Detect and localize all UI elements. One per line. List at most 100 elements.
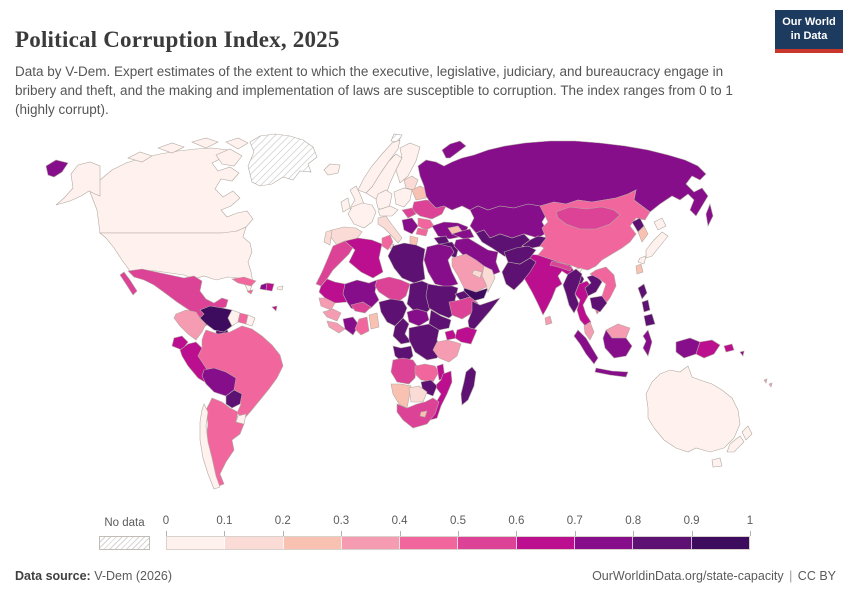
country-mexico[interactable] (119, 271, 138, 296)
country-tunisia[interactable] (381, 234, 394, 251)
legend-segment[interactable] (283, 537, 342, 549)
country-greenland[interactable] (247, 133, 318, 187)
country-philippines[interactable] (643, 313, 656, 327)
country-kenya[interactable] (454, 326, 478, 345)
country-new-zealand[interactable] (726, 435, 745, 453)
country-uganda[interactable] (444, 329, 458, 341)
country-namibia[interactable] (390, 383, 412, 409)
country-united-states-alaska[interactable] (55, 161, 101, 206)
country-philippines[interactable] (641, 299, 651, 313)
country-niger[interactable] (374, 276, 411, 303)
country-svalbard[interactable] (390, 133, 403, 143)
country-fiji[interactable] (768, 382, 773, 388)
country-botswana[interactable] (408, 385, 428, 403)
country-alpine[interactable] (377, 205, 399, 217)
country-hungary[interactable] (401, 207, 417, 219)
country-paraguay[interactable] (225, 389, 243, 409)
country-mexico[interactable] (127, 268, 229, 322)
legend-segment[interactable] (167, 537, 226, 549)
legend-segment[interactable] (400, 537, 459, 549)
country-malaysia[interactable] (583, 321, 595, 341)
country-finland[interactable] (395, 142, 421, 184)
country-poland[interactable] (393, 187, 413, 208)
country-south-africa[interactable] (396, 397, 440, 429)
country-romania[interactable] (417, 217, 435, 231)
country-iceland[interactable] (323, 163, 341, 176)
country-south-korea[interactable] (637, 225, 649, 243)
legend-segment[interactable] (575, 537, 634, 549)
country-angola[interactable] (390, 357, 418, 385)
country-indonesia-papua[interactable] (675, 337, 701, 359)
legend-segment[interactable] (633, 537, 692, 549)
country-taiwan[interactable] (635, 263, 644, 275)
country-papua-new-guinea[interactable] (723, 343, 735, 353)
country-lesotho[interactable] (419, 410, 428, 418)
country-egypt[interactable] (423, 243, 459, 288)
country-central-african-republic[interactable] (406, 308, 430, 327)
owid-logo[interactable]: Our World in Data (775, 10, 843, 53)
country-italy[interactable] (377, 215, 403, 244)
country-sierra-leone-liberia[interactable] (326, 320, 346, 334)
country-canada[interactable] (127, 151, 153, 163)
country-uae[interactable] (471, 269, 483, 279)
country-papua-new-guinea[interactable] (695, 339, 721, 359)
country-philippines[interactable] (637, 283, 648, 300)
country-burkina-faso[interactable] (350, 301, 372, 314)
country-senegal[interactable] (318, 297, 336, 311)
license-link[interactable]: CC BY (797, 569, 836, 583)
country-bulgaria[interactable] (415, 227, 429, 237)
legend-segment[interactable] (516, 537, 576, 549)
country-colombia[interactable] (173, 309, 207, 341)
country-canada[interactable] (225, 137, 249, 150)
country-venezuela[interactable] (199, 305, 233, 333)
country-portugal[interactable] (323, 229, 333, 246)
country-australia[interactable] (645, 365, 741, 453)
country-guinea[interactable] (322, 308, 342, 322)
country-algeria[interactable] (344, 237, 384, 279)
country-togo-benin[interactable] (368, 312, 380, 330)
country-cambodia[interactable] (589, 295, 608, 313)
country-mongolia[interactable] (555, 206, 621, 230)
country-french-guiana[interactable] (245, 314, 256, 327)
country-puerto-rico[interactable] (276, 285, 284, 291)
country-cameroon[interactable] (392, 317, 412, 345)
country-tanzania[interactable] (432, 339, 462, 363)
country-uruguay[interactable] (235, 413, 247, 425)
country-jamaica[interactable] (246, 289, 254, 295)
country-indonesia-sulawesi[interactable] (642, 329, 653, 357)
legend-segment[interactable] (458, 537, 517, 549)
country-indonesia-kalimantan[interactable] (602, 329, 633, 359)
country-ghana[interactable] (354, 316, 370, 336)
country-australia-tasmania[interactable] (711, 457, 723, 468)
country-russia[interactable] (441, 140, 467, 159)
owid-url-link[interactable]: OurWorldinData.org/state-capacity (592, 569, 784, 583)
country-vietnam[interactable] (589, 266, 617, 315)
country-oman[interactable] (481, 265, 496, 293)
country-balkans[interactable] (401, 217, 419, 235)
country-japan[interactable] (645, 231, 669, 259)
country-somalia[interactable] (467, 297, 501, 335)
legend-no-data-swatch[interactable] (99, 536, 150, 550)
legend-segment[interactable] (225, 537, 284, 549)
country-afghanistan[interactable] (503, 245, 537, 265)
country-canada[interactable] (89, 147, 254, 234)
country-iran[interactable] (453, 237, 501, 277)
country-canada[interactable] (157, 142, 185, 154)
country-indonesia-java[interactable] (594, 367, 629, 378)
country-china[interactable] (537, 189, 651, 271)
country-mali[interactable] (342, 279, 380, 313)
legend-color-bar[interactable] (166, 536, 750, 550)
country-chile[interactable] (199, 403, 221, 490)
country-new-zealand[interactable] (741, 425, 753, 441)
country-trinidad[interactable] (271, 305, 278, 312)
country-japan[interactable] (653, 217, 667, 231)
country-morocco[interactable] (315, 240, 356, 287)
country-sri-lanka[interactable] (544, 315, 553, 326)
country-zambia[interactable] (414, 363, 440, 383)
country-canada[interactable] (191, 137, 219, 149)
country-libya[interactable] (387, 242, 426, 284)
country-solomon-islands[interactable] (739, 350, 745, 357)
country-ireland[interactable] (340, 197, 351, 213)
country-france[interactable] (347, 202, 377, 229)
country-cuba[interactable] (231, 276, 257, 287)
